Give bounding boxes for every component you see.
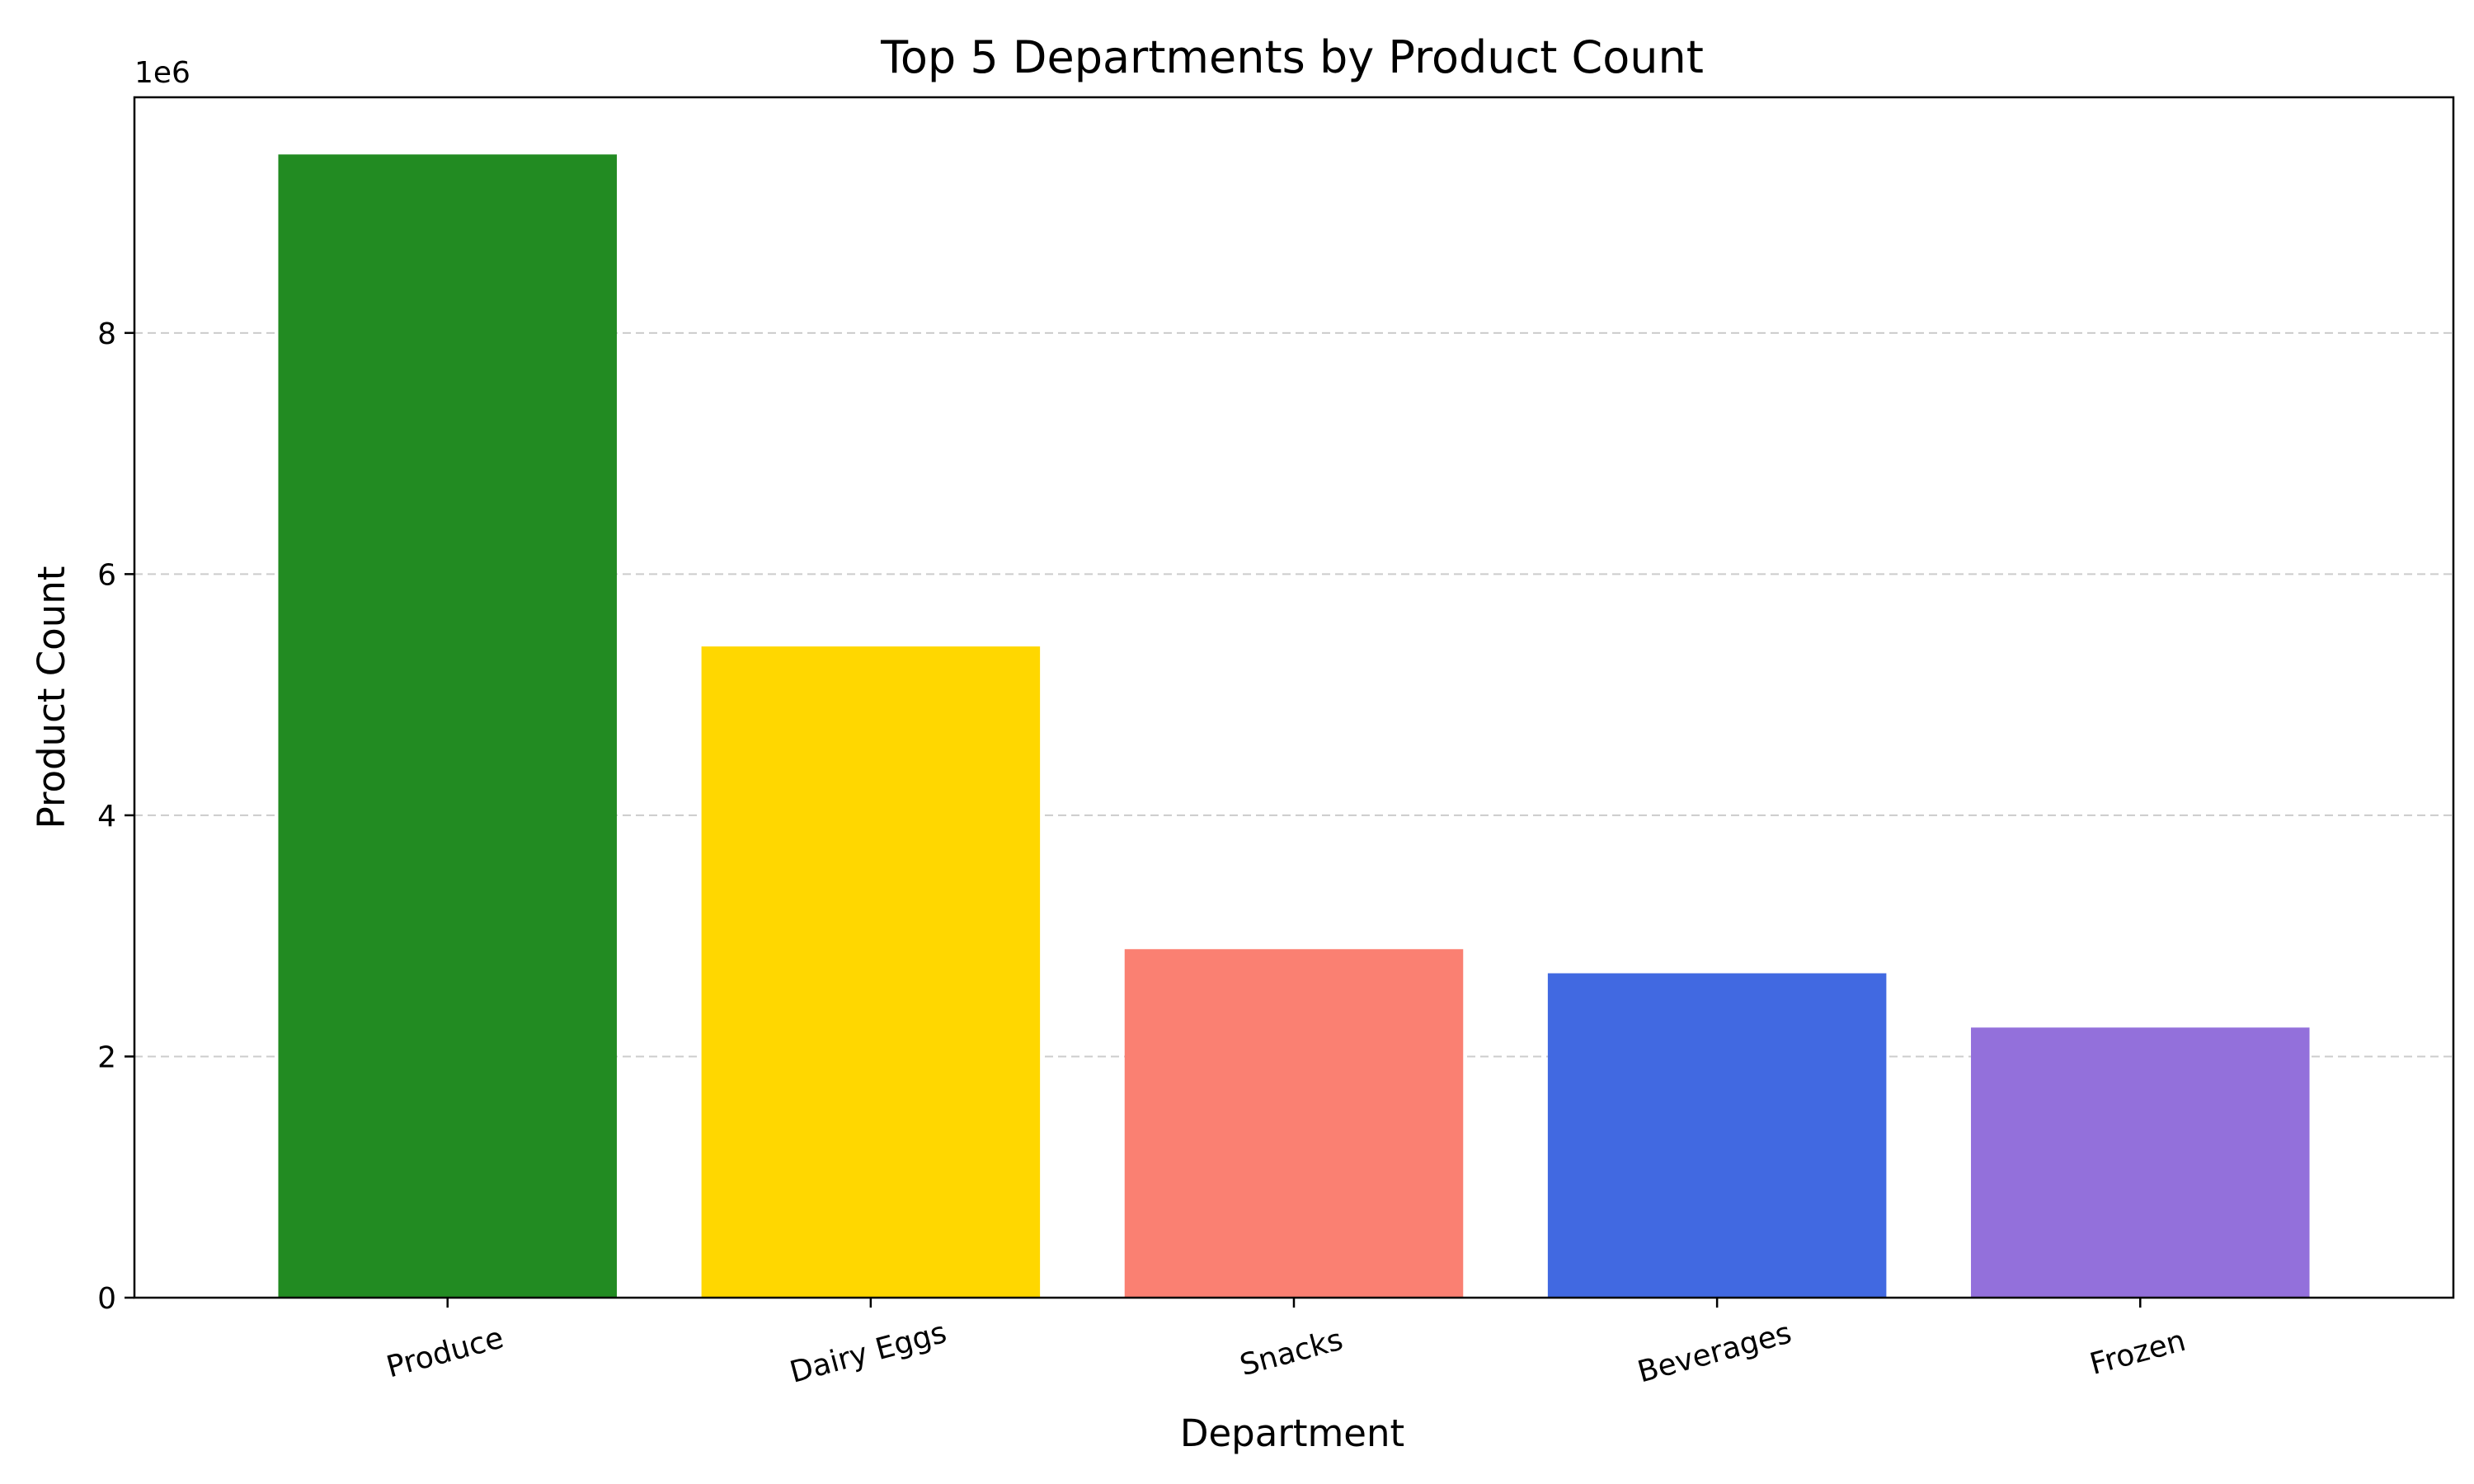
y-tick-label: 2 [97,1040,116,1074]
y-axis-label: Product Count [30,566,73,829]
bars [278,154,2310,1298]
y-axis-ticks: 0 2 4 6 8 [97,317,134,1316]
x-axis-label: Department [1180,1411,1404,1455]
chart-title: Top 5 Departments by Product Count [880,31,1704,83]
bar-frozen [1971,1027,2310,1298]
bar-dairy-eggs [701,646,1041,1298]
y-tick-label: 8 [97,317,116,351]
bar-beverages [1547,973,1887,1298]
y-tick-label: 4 [97,800,116,834]
bar-snacks [1124,949,1464,1298]
y-tick-label: 0 [97,1282,116,1316]
y-offset-label: 1e6 [134,56,190,90]
bar-produce [278,154,617,1298]
y-tick-label: 6 [97,558,116,592]
